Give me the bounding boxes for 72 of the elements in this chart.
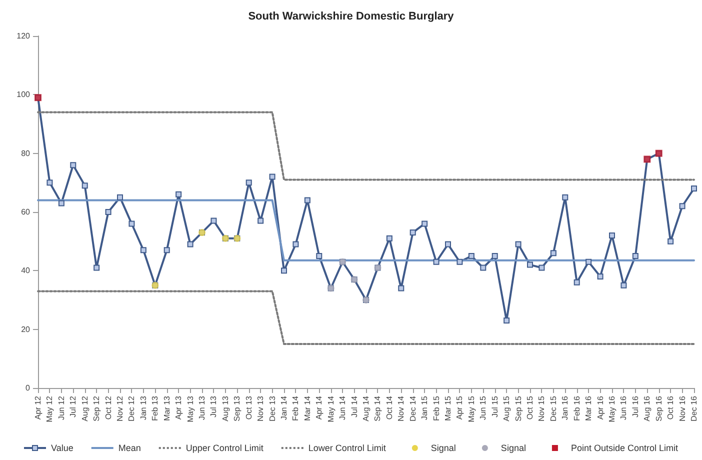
x-tick-label: May 15	[466, 395, 476, 422]
x-tick-label: Dec 15	[548, 395, 558, 422]
x-tick-label: Jan 15	[420, 395, 430, 420]
x-tick-label: Aug 13	[220, 395, 230, 422]
x-tick-label: Nov 15	[537, 395, 546, 422]
x-tick-label: May 16	[608, 395, 616, 422]
x-tick-label: Jul 13	[209, 395, 218, 418]
legend-label: Point Outside Control Limit	[570, 443, 678, 453]
x-tick-label: Mar 15	[444, 395, 452, 421]
x-tick-label: Sep 14	[373, 395, 382, 422]
x-tick-label: Apr 12	[34, 395, 42, 420]
x-tick-label: Jun 16	[619, 395, 628, 420]
x-tick-label: Oct 14	[384, 395, 394, 420]
x-tick-label: Oct 12	[104, 395, 113, 420]
x-tick-label: Apr 16	[596, 395, 605, 420]
x-tick-label: Nov 12	[116, 395, 124, 422]
x-tick-label: Aug 14	[362, 395, 370, 422]
x-tick-label: Feb 14	[291, 395, 300, 421]
x-tick-label: Sep 16	[654, 395, 664, 422]
x-tick-label: Jun 13	[198, 395, 206, 420]
x-tick-label: Jan 16	[560, 395, 570, 420]
x-tick-label: Oct 13	[244, 395, 254, 420]
x-tick-label: Feb 16	[572, 395, 582, 421]
legend-label: Value	[51, 443, 74, 453]
x-tick-label: Jul 15	[490, 395, 500, 418]
x-tick-label: Nov 16	[678, 395, 687, 422]
x-tick-label: Feb 13	[150, 395, 160, 421]
x-tick-label: Jan 13	[138, 395, 148, 420]
x-tick-label: Jan 14	[280, 395, 288, 420]
legend-label: Signal	[430, 443, 456, 453]
y-tick-label: 40	[21, 266, 31, 276]
x-tick-label: Jun 15	[478, 395, 488, 420]
x-tick-label: Oct 16	[666, 395, 676, 420]
x-tick-label: Feb 15	[432, 395, 441, 421]
x-tick-label: Apr 13	[174, 395, 184, 420]
x-tick-label: May 14	[326, 395, 336, 422]
x-tick-label: Jun 14	[338, 395, 348, 420]
x-tick-label: Jul 16	[630, 395, 640, 418]
x-tick-label: Dec 13	[268, 395, 277, 422]
legend-label: Lower Control Limit	[308, 443, 386, 453]
x-tick-label: Nov 13	[256, 395, 266, 422]
legend-label: Signal	[500, 443, 526, 453]
y-tick-label: 80	[21, 148, 31, 158]
x-tick-label: May 13	[186, 395, 195, 422]
x-tick-label: Dec 14	[408, 395, 418, 422]
x-tick-label: Aug 15	[502, 395, 512, 422]
x-tick-label: Dec 16	[690, 395, 698, 422]
x-tick-label: Oct 15	[526, 395, 534, 420]
x-tick-label: Mar 13	[162, 395, 172, 421]
x-tick-label: May 12	[45, 395, 54, 422]
x-tick-label: Sep 12	[92, 395, 102, 422]
x-tick-label: Sep 13	[232, 395, 242, 422]
x-tick-label: Jul 14	[350, 395, 359, 418]
x-tick-label: Jul 12	[68, 395, 78, 418]
x-tick-label: Mar 16	[584, 395, 594, 421]
legend-label: Upper Control Limit	[186, 443, 264, 453]
legend-label: Mean	[118, 443, 141, 453]
x-tick-label: Apr 15	[455, 395, 464, 420]
x-tick-label: Aug 16	[642, 395, 652, 422]
x-tick-label: Aug 12	[80, 395, 90, 422]
x-tick-label: Sep 15	[514, 395, 523, 422]
x-tick-label: Mar 14	[302, 395, 312, 421]
chart-title: South Warwickshire Domestic Burglary	[248, 10, 455, 22]
y-tick-label: 120	[16, 32, 31, 40]
x-tick-label: Jun 12	[56, 395, 66, 420]
y-tick-label: 100	[16, 90, 31, 100]
y-tick-label: 20	[21, 324, 31, 334]
y-tick-label: 0	[26, 384, 31, 392]
x-tick-label: Nov 14	[396, 395, 406, 422]
y-tick-label: 60	[21, 208, 31, 216]
x-tick-label: Dec 12	[127, 395, 136, 422]
x-tick-label: Apr 14	[314, 395, 324, 420]
